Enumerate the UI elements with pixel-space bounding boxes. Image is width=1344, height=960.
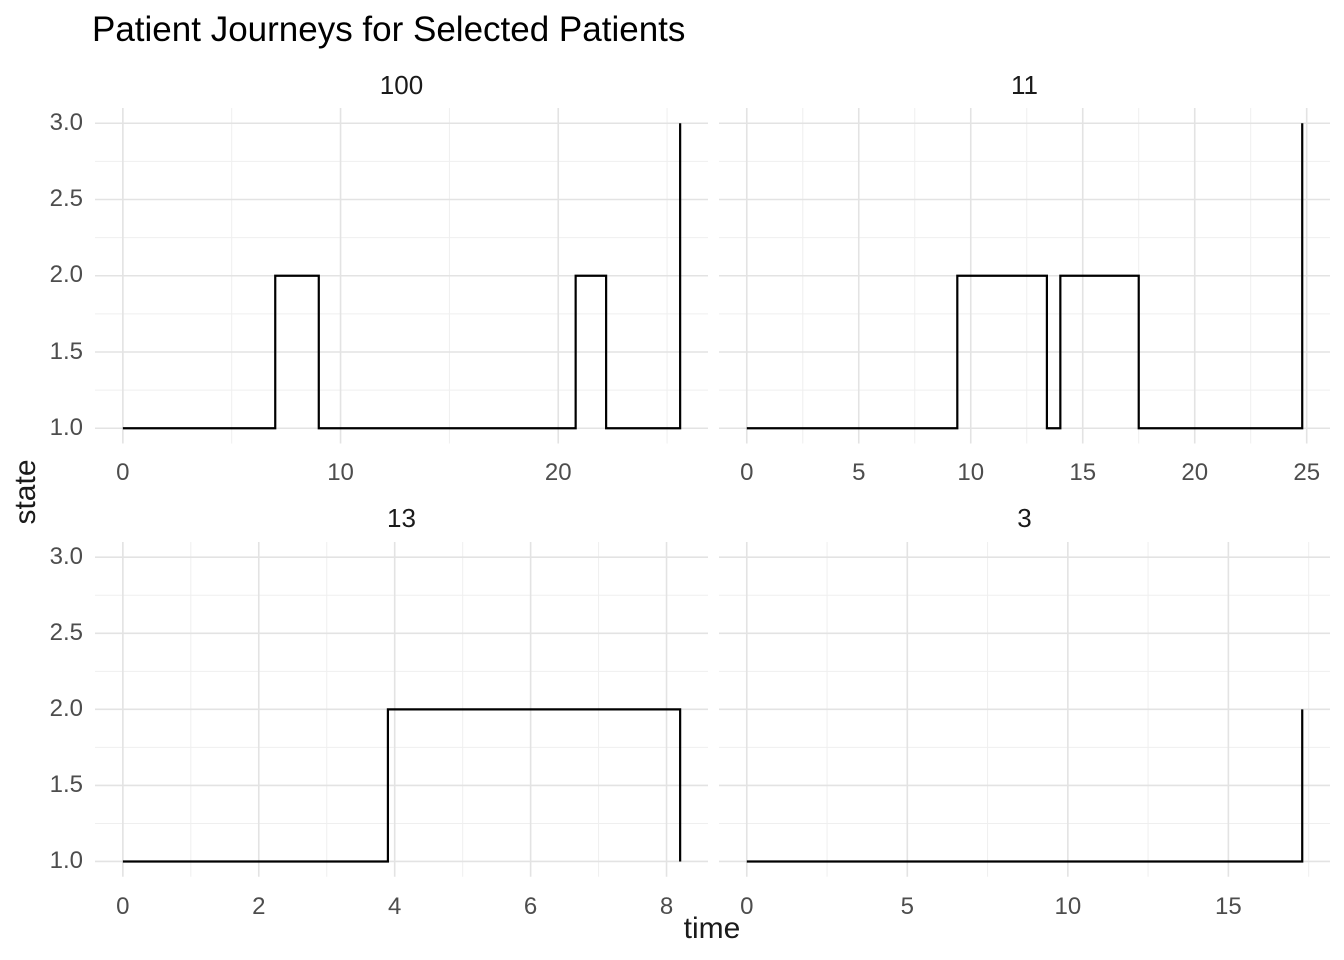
x-tick-label: 10 — [957, 459, 985, 486]
facet-strip-label: 13 — [387, 503, 416, 533]
y-axis-title: state — [9, 459, 42, 525]
chart-title: Patient Journeys for Selected Patients — [92, 10, 686, 49]
y-tick-label: 2.0 — [49, 694, 83, 722]
patient-step-line — [122, 122, 682, 429]
facet-strip-label: 100 — [379, 70, 424, 100]
x-tick-label: 2 — [252, 893, 266, 920]
y-tick-label: 1.5 — [49, 337, 83, 365]
facet-strip-label: 11 — [1011, 70, 1038, 100]
x-tick-label: 20 — [1181, 459, 1209, 486]
y-tick-label: 3.0 — [49, 542, 83, 570]
x-tick-label: 8 — [659, 893, 674, 920]
x-tick-label: 0 — [740, 893, 754, 920]
patient-step-line — [746, 122, 1304, 429]
x-axis-title: time — [683, 912, 741, 945]
patient-step-line — [122, 707, 682, 863]
x-tick-label: 25 — [1293, 459, 1321, 486]
y-tick-label: 2.0 — [49, 261, 83, 289]
y-tick-label: 1.5 — [49, 770, 83, 798]
x-tick-label: 20 — [544, 459, 572, 486]
facet-strip-label: 3 — [1017, 503, 1032, 533]
y-tick-label: 3.0 — [49, 108, 83, 136]
y-tick-label: 1.0 — [49, 413, 83, 441]
patient-step-line — [746, 708, 1304, 863]
x-tick-label: 10 — [1054, 893, 1082, 920]
x-tick-label: 5 — [852, 459, 866, 486]
x-tick-label: 10 — [327, 459, 354, 486]
x-tick-label: 4 — [388, 893, 402, 920]
facet-panel — [95, 541, 708, 877]
facet-panel — [719, 107, 1330, 443]
facet-panel — [95, 107, 708, 443]
x-tick-label: 0 — [740, 459, 754, 486]
y-tick-label: 2.5 — [49, 185, 83, 212]
x-tick-label: 5 — [900, 893, 914, 920]
x-tick-label: 6 — [523, 893, 538, 920]
x-tick-label: 0 — [116, 893, 130, 920]
y-tick-label: 1.0 — [49, 846, 83, 874]
x-tick-label: 15 — [1215, 893, 1242, 920]
y-tick-label: 2.5 — [49, 618, 83, 646]
x-tick-label: 15 — [1069, 459, 1097, 486]
x-tick-label: 0 — [116, 459, 130, 486]
facet-panel — [719, 541, 1330, 877]
